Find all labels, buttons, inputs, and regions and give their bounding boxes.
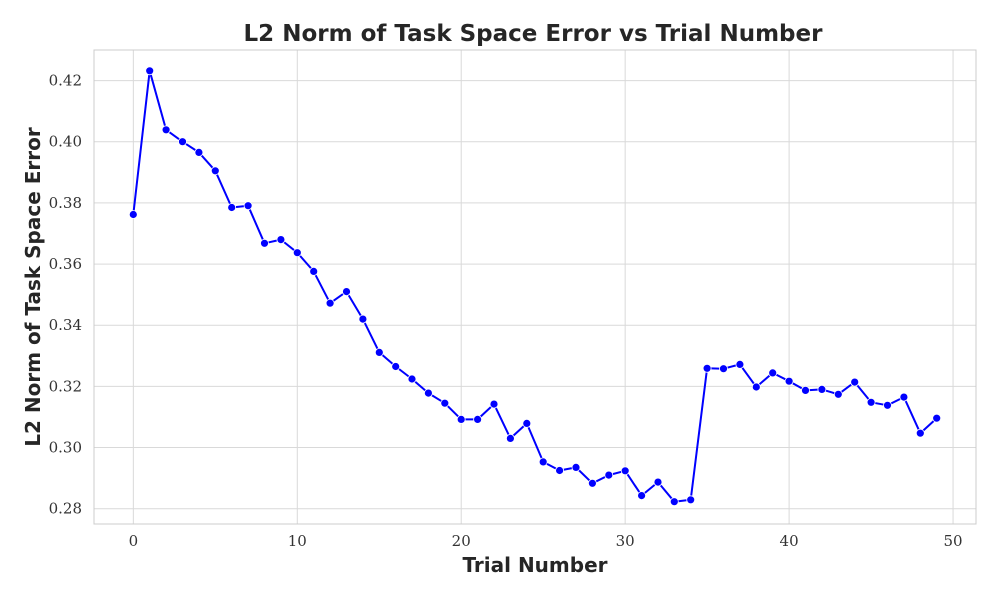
x-tick-label: 20: [452, 532, 471, 550]
x-tick-label: 30: [616, 532, 635, 550]
data-point: [538, 457, 548, 467]
y-tick-label: 0.34: [49, 316, 82, 334]
data-point: [358, 314, 368, 324]
data-point: [833, 389, 843, 399]
plot-area-frame: [93, 49, 977, 525]
data-point: [850, 377, 860, 387]
data-point: [194, 147, 204, 157]
y-tick-label: 0.28: [49, 500, 82, 518]
y-tick-label: 0.40: [49, 133, 82, 151]
tick-labels: 0 10 20 30 40 50 0.28 0.30 0.32 0.34 0.36 0.38 0.40 0…: [49, 72, 963, 550]
data-point: [588, 478, 597, 488]
data-point-markers: [128, 66, 942, 507]
data-point: [309, 266, 319, 276]
data-point: [899, 392, 909, 402]
y-tick-label: 0.36: [49, 255, 82, 273]
data-point: [735, 359, 745, 369]
data-point: [719, 364, 728, 374]
data-point: [637, 491, 646, 501]
data-point: [227, 203, 237, 212]
data-point: [784, 376, 794, 386]
data-point: [128, 210, 138, 219]
series-line: [132, 69, 938, 503]
data-point: [768, 368, 778, 378]
data-point: [391, 362, 401, 371]
data-point: [210, 166, 220, 176]
data-point: [325, 298, 335, 308]
x-tick-label: 0: [129, 532, 139, 550]
data-point: [243, 201, 253, 211]
data-point: [456, 414, 466, 424]
x-tick-label: 40: [780, 532, 799, 550]
data-point: [276, 235, 286, 245]
grid-lines: [94, 50, 976, 524]
data-point: [260, 238, 269, 248]
y-tick-label: 0.38: [49, 194, 82, 212]
data-point: [751, 382, 761, 392]
data-point: [423, 388, 433, 398]
data-point: [178, 137, 187, 147]
data-point: [915, 428, 925, 438]
data-point: [817, 384, 827, 394]
x-tick-label: 10: [288, 532, 307, 550]
x-tick-label: 50: [944, 532, 963, 550]
data-point: [801, 385, 810, 395]
data-point: [505, 433, 515, 443]
data-point: [604, 470, 614, 480]
data-point: [407, 374, 417, 384]
data-point: [686, 495, 696, 505]
data-point: [440, 398, 450, 408]
data-point: [473, 414, 483, 424]
y-axis-label: L2 Norm of Task Space Error: [21, 127, 45, 447]
data-point: [292, 248, 302, 258]
data-point: [866, 397, 876, 407]
data-point: [932, 413, 942, 423]
data-point: [653, 477, 663, 487]
y-tick-label: 0.32: [49, 377, 82, 395]
data-point: [145, 66, 155, 76]
y-tick-label: 0.30: [49, 439, 82, 457]
chart-title: L2 Norm of Task Space Error vs Trial Num…: [244, 21, 824, 47]
data-point: [489, 399, 499, 409]
data-point: [702, 363, 712, 373]
x-axis-label: Trial Number: [462, 553, 607, 577]
data-point: [522, 418, 532, 428]
y-tick-label: 0.42: [49, 72, 82, 90]
data-point: [571, 462, 581, 472]
data-point: [555, 466, 564, 475]
data-point: [374, 347, 384, 357]
data-point: [669, 497, 679, 507]
data-point: [620, 466, 630, 476]
data-point: [161, 125, 171, 135]
data-point: [883, 400, 892, 410]
data-point: [342, 287, 351, 297]
